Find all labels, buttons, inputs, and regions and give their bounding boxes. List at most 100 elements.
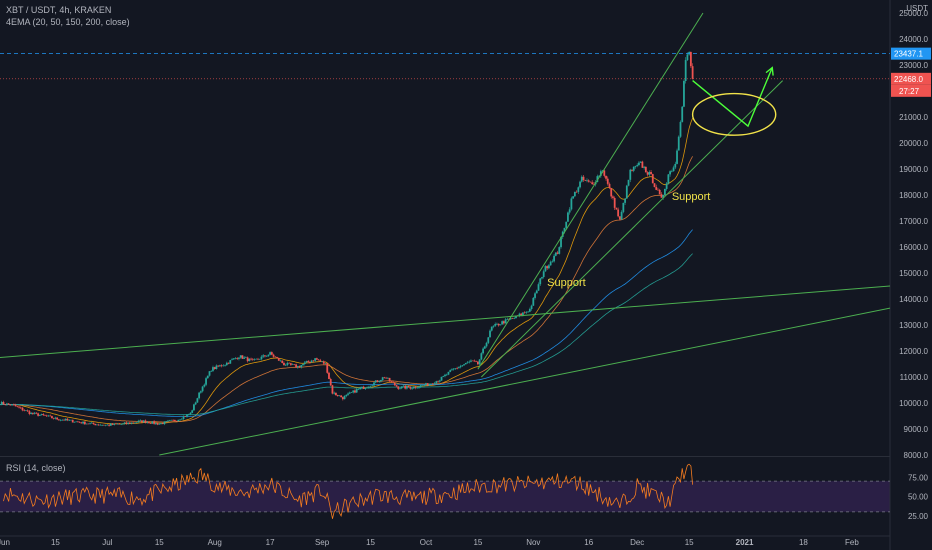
candle — [269, 352, 272, 355]
candle — [4, 404, 7, 405]
candle — [57, 419, 60, 421]
candle — [279, 360, 282, 362]
candle — [537, 284, 540, 291]
candle — [295, 364, 297, 368]
candle — [201, 386, 204, 392]
candle — [130, 422, 133, 424]
candle — [360, 386, 363, 388]
candle — [244, 357, 247, 358]
trendline-4 — [481, 80, 783, 378]
candle — [639, 161, 642, 163]
price-tick-label: 12000.0 — [899, 347, 928, 356]
price-tick-label: 21000.0 — [899, 113, 928, 122]
candle — [579, 181, 581, 188]
candle — [310, 360, 313, 363]
candle — [123, 422, 126, 424]
candle — [40, 414, 43, 415]
candle — [317, 359, 320, 361]
projection-arrowhead — [765, 66, 774, 76]
candle — [395, 385, 398, 387]
candle — [425, 383, 427, 386]
candle — [490, 326, 493, 331]
candle — [468, 361, 471, 363]
highlight-ellipse — [691, 92, 777, 136]
candle — [236, 358, 239, 359]
candle — [364, 387, 367, 389]
candle — [672, 167, 675, 172]
candle — [99, 424, 102, 426]
candle — [409, 387, 412, 389]
candle — [241, 355, 244, 359]
candle — [586, 180, 588, 181]
candle — [653, 183, 656, 188]
candle — [139, 420, 142, 421]
candle — [19, 407, 22, 409]
candle — [431, 383, 434, 385]
candle — [340, 395, 343, 398]
candle — [335, 392, 337, 396]
candle — [563, 227, 566, 232]
ema-indicator-label[interactable]: 4EMA (20, 50, 150, 200, close) — [6, 17, 130, 27]
candle — [203, 384, 206, 387]
candle — [378, 381, 381, 382]
candle — [684, 60, 687, 81]
candle — [23, 410, 26, 411]
candle — [296, 366, 299, 368]
candle — [141, 420, 143, 423]
candle — [51, 416, 53, 419]
candle — [440, 376, 443, 381]
candle — [213, 367, 216, 370]
candle — [641, 161, 644, 168]
candle — [167, 420, 169, 422]
candle — [511, 318, 514, 319]
candle — [638, 162, 640, 166]
candle — [615, 207, 618, 210]
price-tick-label: 9000.0 — [904, 425, 929, 434]
candle — [70, 419, 72, 421]
candle — [135, 422, 138, 423]
time-tick-label: 18 — [799, 538, 808, 547]
price-tag — [891, 72, 931, 85]
candle — [651, 174, 654, 184]
candle — [168, 420, 171, 421]
candle — [644, 166, 647, 173]
candle — [371, 385, 374, 387]
candle — [374, 380, 377, 383]
candle — [686, 54, 689, 61]
ema-150-line — [0, 229, 693, 418]
candle — [683, 80, 685, 107]
candle — [283, 362, 285, 366]
candle — [499, 324, 502, 326]
candle — [208, 371, 211, 376]
candle — [206, 375, 209, 379]
candle — [127, 422, 130, 424]
time-tick-label: 17 — [266, 538, 275, 547]
candle — [25, 410, 27, 412]
candle — [447, 371, 450, 375]
candle — [151, 421, 154, 424]
candle — [229, 360, 232, 364]
candle — [464, 362, 467, 365]
rsi-line — [3, 463, 693, 519]
candle — [0, 402, 3, 405]
candle — [45, 415, 48, 417]
rsi-indicator-label[interactable]: RSI (14, close) — [6, 463, 66, 473]
countdown-label: 27:27 — [899, 87, 920, 96]
candle — [587, 180, 590, 182]
candle — [402, 385, 405, 387]
candle — [670, 171, 673, 172]
candle — [120, 424, 123, 425]
candle — [336, 395, 339, 397]
trendline-2 — [159, 307, 891, 456]
candle — [106, 424, 109, 426]
candle — [404, 385, 407, 389]
candle — [255, 358, 258, 360]
candle — [518, 313, 521, 316]
candle — [570, 198, 573, 210]
candle — [400, 386, 403, 389]
candle — [180, 418, 183, 420]
candle — [487, 337, 490, 343]
candle — [264, 355, 266, 357]
candle — [399, 388, 401, 389]
